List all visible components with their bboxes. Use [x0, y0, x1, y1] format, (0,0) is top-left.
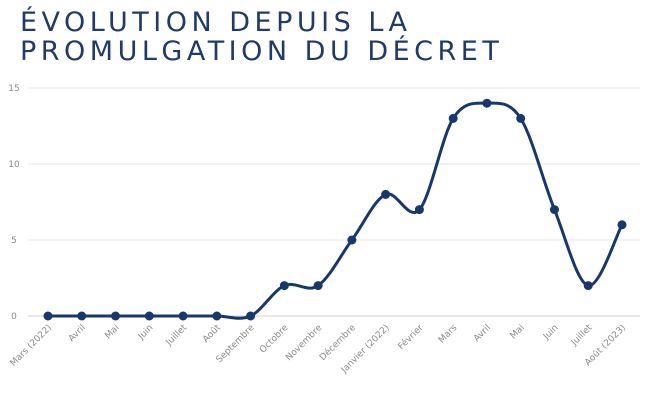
- series-line: [46, 101, 624, 320]
- data-point: [144, 311, 154, 321]
- data-point: [482, 98, 492, 108]
- x-tick-label: Mars: [437, 323, 460, 346]
- data-point: [448, 113, 458, 123]
- data-point: [583, 281, 593, 291]
- x-tick-label: Juin: [136, 323, 156, 343]
- chart-title-line-1: ÉVOLUTION DEPUIS LA: [20, 7, 412, 38]
- x-tick-label: Mai: [509, 323, 527, 341]
- data-point: [43, 311, 53, 321]
- grid-lines: [28, 87, 640, 317]
- data-point: [111, 311, 121, 321]
- data-point: [414, 205, 424, 215]
- x-tick-label: Avril: [472, 323, 493, 344]
- x-axis-ticks: Mars (2022) Avril Mai Juin Juillet AoûtSeptem…: [9, 322, 629, 376]
- x-tick-label: Mai: [103, 323, 121, 341]
- y-tick-label: 15: [8, 84, 19, 94]
- chart-title: ÉVOLUTION DEPUIS LA PROMULGATION DU DÉCR…: [20, 8, 503, 66]
- x-tick-label: Juillet: [569, 323, 595, 349]
- data-point: [313, 281, 323, 291]
- x-tick-label: Octobre: [258, 323, 291, 356]
- data-point: [178, 311, 188, 321]
- x-tick-label: Février: [396, 322, 426, 352]
- x-tick-label: Mars (2022): [9, 323, 55, 369]
- data-point: [516, 113, 526, 123]
- data-point: [549, 205, 559, 215]
- data-point: [617, 220, 627, 230]
- chart-title-line-2: PROMULGATION DU DÉCRET: [20, 36, 504, 67]
- data-point: [381, 189, 391, 199]
- data-point: [279, 281, 289, 291]
- data-point: [246, 311, 256, 321]
- data-point: [347, 235, 357, 245]
- data-point: [77, 311, 87, 321]
- data-point: [212, 311, 222, 321]
- x-tick-label: Août: [201, 323, 223, 345]
- y-tick-label: 0: [11, 312, 17, 322]
- x-tick-label: Avril: [67, 323, 88, 344]
- y-axis-ticks: 0 5 10 15: [8, 84, 20, 322]
- y-tick-label: 10: [8, 160, 20, 170]
- series-layer: [43, 98, 627, 321]
- x-tick-label: Juin: [541, 323, 561, 343]
- y-tick-label: 5: [11, 236, 17, 246]
- x-tick-label: Juillet: [164, 323, 190, 349]
